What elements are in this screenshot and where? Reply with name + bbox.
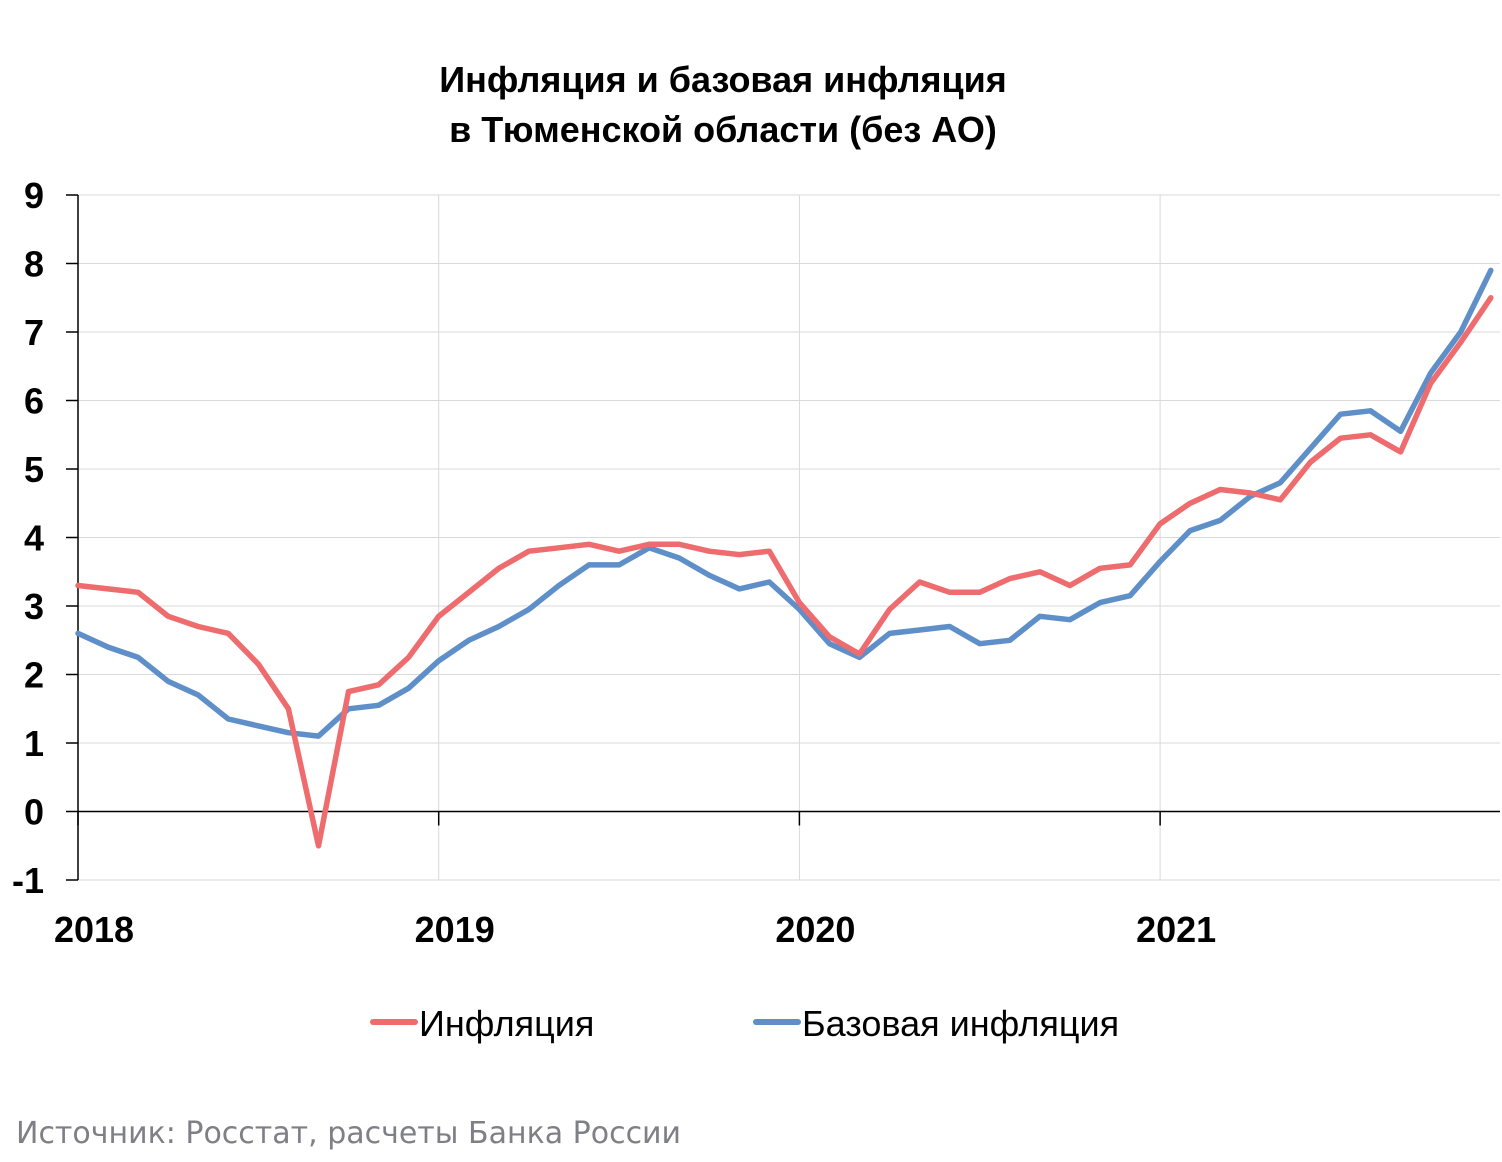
y-tick-label: 2 — [24, 655, 44, 696]
chart-title-line-2: в Тюменской области (без АО) — [449, 109, 997, 150]
legend-label-inflation: Инфляция — [419, 1003, 594, 1044]
series-line-core-inflation — [75, 267, 1494, 739]
y-tick-label: 8 — [24, 244, 44, 285]
x-tick-label: 2019 — [415, 909, 495, 950]
x-tick-label: 2021 — [1136, 909, 1216, 950]
y-tick-label: 6 — [24, 381, 44, 422]
x-axis-tick-labels: 2018 2019 2020 2021 — [54, 909, 1216, 950]
y-tick-label: -1 — [12, 860, 44, 901]
y-tick-label: 9 — [24, 175, 44, 216]
chart-title-line-1: Инфляция и базовая инфляция — [439, 59, 1007, 100]
series-lines — [75, 267, 1494, 849]
x-tick-label: 2018 — [54, 909, 134, 950]
x-tick-label: 2020 — [775, 909, 855, 950]
y-axis-tick-labels: 9 8 7 6 5 4 3 2 1 0 -1 — [12, 175, 44, 901]
y-tick-label: 3 — [24, 586, 44, 627]
axes — [66, 194, 1500, 881]
y-tick-label: 0 — [24, 792, 44, 833]
gridlines — [78, 194, 1500, 881]
chart-title: Инфляция и базовая инфляция в Тюменской … — [439, 59, 1007, 150]
source-note: Источник: Росстат, расчеты Банка России — [16, 1116, 682, 1151]
y-tick-label: 4 — [24, 518, 44, 559]
series-line-inflation — [75, 295, 1494, 849]
y-tick-label: 5 — [24, 449, 44, 490]
legend-label-core-inflation: Базовая инфляция — [802, 1003, 1119, 1044]
inflation-chart: Инфляция и базовая инфляция в Тюменской … — [12, 59, 1500, 1044]
y-tick-label: 7 — [24, 312, 44, 353]
legend: Инфляция Базовая инфляция — [370, 1003, 1119, 1044]
y-tick-label: 1 — [24, 723, 44, 764]
